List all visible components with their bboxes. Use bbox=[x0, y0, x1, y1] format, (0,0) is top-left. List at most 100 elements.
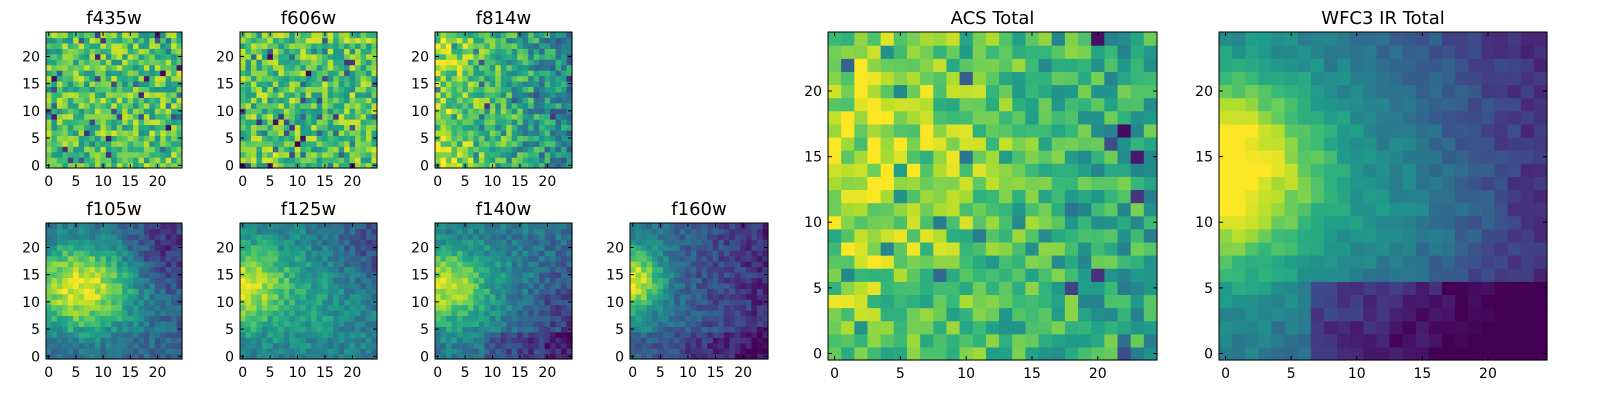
heatmap-cell bbox=[349, 348, 356, 355]
heatmap-cell bbox=[544, 151, 551, 158]
heatmap-cell bbox=[630, 337, 637, 344]
heatmap-cell bbox=[245, 157, 252, 164]
heatmap-cell bbox=[707, 223, 714, 230]
y-tick-label: 0 bbox=[225, 349, 234, 365]
heatmap-cell bbox=[751, 353, 758, 360]
heatmap-cell bbox=[495, 97, 502, 104]
heatmap-cell bbox=[495, 261, 502, 268]
heatmap-cell bbox=[550, 261, 557, 268]
heatmap-cell bbox=[143, 239, 150, 246]
heatmap-cell bbox=[828, 189, 842, 204]
heatmap-cell bbox=[256, 70, 263, 77]
heatmap-cell bbox=[668, 277, 675, 284]
heatmap-cell bbox=[1051, 320, 1066, 335]
heatmap-cell bbox=[646, 250, 653, 257]
heatmap-cell bbox=[440, 239, 447, 246]
heatmap-cell bbox=[707, 271, 714, 278]
heatmap-cell bbox=[506, 277, 513, 284]
heatmap-cell bbox=[122, 233, 129, 240]
heatmap-cell bbox=[522, 239, 529, 246]
heatmap-cell bbox=[316, 37, 323, 44]
heatmap-cell bbox=[511, 108, 518, 115]
heatmap-cell bbox=[62, 151, 69, 158]
heatmap-cell bbox=[451, 75, 458, 82]
heatmap-cell bbox=[630, 266, 637, 273]
heatmap-cell bbox=[289, 53, 296, 60]
heatmap-cell bbox=[171, 91, 178, 98]
heatmap-cell bbox=[105, 331, 112, 338]
heatmap-cell bbox=[707, 310, 714, 317]
heatmap-cell bbox=[94, 310, 101, 317]
x-tick-label: 15 bbox=[511, 365, 529, 381]
heatmap-cell bbox=[467, 113, 474, 120]
heatmap-cell bbox=[674, 261, 681, 268]
heatmap-cell bbox=[256, 266, 263, 273]
heatmap-cell bbox=[506, 108, 513, 115]
heatmap-cell bbox=[555, 162, 562, 169]
heatmap-cell bbox=[122, 32, 129, 39]
heatmap-cell bbox=[338, 337, 345, 344]
heatmap-cell bbox=[333, 119, 340, 126]
heatmap-cell bbox=[451, 271, 458, 278]
heatmap-cell bbox=[67, 146, 74, 153]
heatmap-cell bbox=[756, 233, 764, 240]
heatmap-cell bbox=[539, 304, 546, 311]
heatmap-cell bbox=[555, 80, 562, 87]
heatmap-cell bbox=[100, 80, 107, 87]
heatmap-cell bbox=[467, 75, 474, 82]
heatmap-cell bbox=[305, 288, 312, 295]
heatmap-cell bbox=[149, 113, 156, 120]
axes-frame bbox=[434, 31, 573, 169]
heatmap-cell bbox=[729, 320, 736, 327]
heatmap-cell bbox=[360, 304, 367, 311]
heatmap-cell bbox=[245, 348, 252, 355]
heatmap-cell bbox=[138, 75, 145, 82]
heatmap-cell bbox=[316, 277, 323, 284]
heatmap-cell bbox=[84, 228, 91, 235]
heatmap-cell bbox=[1064, 228, 1079, 243]
heatmap-cell bbox=[316, 80, 323, 87]
heatmap-cell bbox=[462, 348, 469, 355]
heatmap-cell bbox=[467, 108, 474, 115]
heatmap-cell bbox=[322, 80, 329, 87]
heatmap-cell bbox=[1051, 228, 1066, 243]
heatmap-cell bbox=[462, 337, 469, 344]
heatmap-cell bbox=[696, 244, 703, 251]
heatmap-cell bbox=[663, 228, 670, 235]
heatmap-cell bbox=[646, 255, 653, 262]
heatmap-cell bbox=[679, 266, 686, 273]
heatmap-cell bbox=[933, 176, 948, 191]
heatmap-cell bbox=[278, 293, 285, 300]
heatmap-cell bbox=[555, 282, 562, 289]
heatmap-cell bbox=[1130, 255, 1145, 269]
heatmap-cell bbox=[100, 124, 107, 131]
heatmap-cell bbox=[506, 42, 513, 49]
heatmap-cell bbox=[473, 261, 480, 268]
heatmap-cell bbox=[327, 140, 334, 147]
heatmap-cell bbox=[533, 239, 540, 246]
heatmap-cell bbox=[289, 299, 296, 306]
heatmap-cell bbox=[127, 37, 134, 44]
heatmap-cell bbox=[762, 293, 769, 300]
heatmap-cell bbox=[245, 337, 252, 344]
heatmap-cell bbox=[1025, 346, 1040, 361]
heatmap-cell bbox=[517, 151, 524, 158]
heatmap-cell bbox=[701, 233, 708, 240]
heatmap-cell bbox=[294, 157, 301, 164]
heatmap-cell bbox=[635, 266, 642, 273]
heatmap-cell bbox=[360, 135, 367, 142]
heatmap-cell bbox=[149, 129, 156, 136]
heatmap-cell bbox=[89, 157, 96, 164]
heatmap-cell bbox=[176, 48, 183, 55]
heatmap-cell bbox=[1117, 255, 1132, 269]
heatmap-cell bbox=[154, 304, 161, 311]
heatmap-cell bbox=[327, 108, 334, 115]
heatmap-cell bbox=[327, 250, 334, 257]
heatmap-cell bbox=[668, 223, 675, 230]
heatmap-cell bbox=[701, 320, 708, 327]
heatmap-cell bbox=[467, 151, 474, 158]
heatmap-cell bbox=[366, 282, 373, 289]
heatmap-cell bbox=[999, 281, 1013, 295]
heatmap-cell bbox=[261, 135, 268, 142]
heatmap-cell bbox=[456, 342, 463, 349]
